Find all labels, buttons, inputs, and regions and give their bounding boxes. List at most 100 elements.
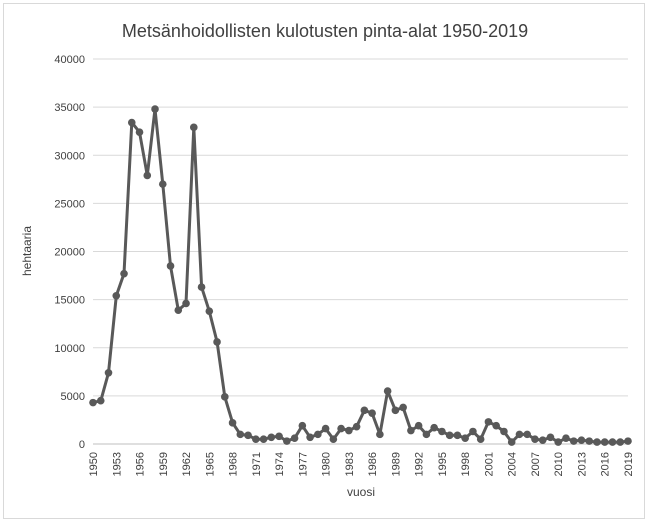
data-point-2000 [476,435,485,443]
x-tick-label: 1995 [437,452,449,476]
data-point-2016 [600,438,609,446]
x-tick-label: 1965 [204,452,216,476]
gridlines [93,58,628,445]
data-point-1968 [228,419,237,427]
data-point-1979 [314,430,322,439]
data-point-2013 [577,436,586,444]
data-point-1987 [376,430,384,439]
data-point-1997 [453,431,462,440]
data-point-1993 [422,430,431,439]
data-point-1953 [112,291,121,300]
data-point-1975 [283,437,291,445]
data-point-2002 [492,421,500,430]
chart-frame: 0 5000 10000 15000 20000 25000 30000 35000 40000… [3,3,645,519]
data-point-1989 [391,406,400,415]
data-point-1986 [368,409,376,418]
data-point-1954 [120,269,128,278]
data-point-1971 [252,435,260,443]
x-tick-label: 2007 [530,452,542,476]
data-point-1981 [329,435,338,443]
data-point-2008 [538,436,547,444]
data-point-1957 [143,171,152,180]
data-point-1988 [383,387,392,395]
x-tick-label: 1959 [158,452,170,476]
y-tick-label: 15000 [54,295,85,307]
data-point-2004 [507,438,516,446]
data-point-2001 [484,418,493,426]
data-point-2012 [569,437,578,445]
series-area-burned [89,105,632,446]
data-point-1972 [259,435,268,443]
y-tick-label: 0 [79,439,85,451]
data-point-1956 [135,128,144,136]
x-axis-label: vuosi [347,485,375,499]
data-point-2019 [624,437,632,445]
x-tick-label: 1968 [228,452,240,476]
data-point-1982 [337,424,345,433]
data-point-1963 [189,123,198,132]
data-point-1990 [399,403,407,412]
x-tick-label: 2004 [507,452,519,476]
y-tick-label: 30000 [54,150,85,162]
data-point-1992 [414,421,423,430]
x-tick-label: 1956 [135,452,147,476]
data-point-1967 [221,393,229,401]
y-axis-label: hehtaaria [20,226,34,276]
data-point-1977 [298,421,307,430]
y-tick-label: 40000 [54,54,85,66]
data-point-1960 [166,262,175,270]
x-tick-label: 1971 [251,452,263,476]
data-point-1966 [213,338,221,346]
data-point-1996 [445,431,454,440]
x-tick-label: 1989 [390,452,402,476]
data-point-1969 [236,430,245,439]
data-point-2003 [500,427,508,436]
data-point-2018 [616,438,625,446]
y-tick-label: 10000 [54,343,85,355]
line-chart: 0 5000 10000 15000 20000 25000 30000 35000 40000… [20,21,635,499]
data-point-1950 [89,398,97,407]
x-tick-label: 2016 [600,452,612,476]
data-point-1951 [96,396,105,405]
data-point-2006 [523,430,532,439]
data-point-2005 [515,430,524,439]
data-point-1965 [205,307,214,315]
data-point-1994 [430,423,438,432]
data-point-1985 [360,406,369,415]
data-point-1958 [151,105,159,113]
data-point-1978 [306,433,314,442]
data-point-1991 [407,426,415,435]
x-tick-label: 1992 [414,452,426,476]
data-point-1970 [244,431,252,440]
y-tick-label: 25000 [54,198,85,210]
x-tick-label: 2001 [483,452,495,476]
x-tick-label: 2013 [576,452,588,476]
data-point-2007 [531,435,539,443]
data-point-1983 [345,426,353,435]
data-point-2009 [546,433,555,442]
series-line [92,107,629,444]
data-point-1974 [275,432,283,441]
data-point-1999 [469,427,477,436]
data-point-1995 [438,427,446,436]
x-tick-label: 1950 [88,452,100,476]
data-point-2011 [562,434,570,443]
data-point-1955 [127,118,136,127]
data-point-1961 [174,306,183,315]
data-point-1952 [104,368,113,377]
data-point-1998 [461,434,469,443]
x-tick-label: 1962 [181,452,193,476]
chart-title: Metsänhoidollisten kulotusten pinta-alat… [122,21,528,41]
y-tick-label: 20000 [54,247,85,259]
data-point-1976 [290,434,299,443]
x-axis-ticks: 1950 1953 1956 1959 1962 1965 1968 1971 1974 1977… [88,452,635,476]
data-point-2017 [608,438,617,446]
data-point-1959 [158,180,167,188]
data-point-1973 [267,433,276,442]
y-tick-label: 5000 [61,391,85,403]
y-axis-ticks: 0 5000 10000 15000 20000 25000 30000 35000 40000 [54,54,85,451]
x-tick-label: 2010 [553,452,565,476]
x-tick-label: 1980 [321,452,333,476]
data-point-1980 [321,424,330,433]
data-point-1964 [197,283,206,291]
